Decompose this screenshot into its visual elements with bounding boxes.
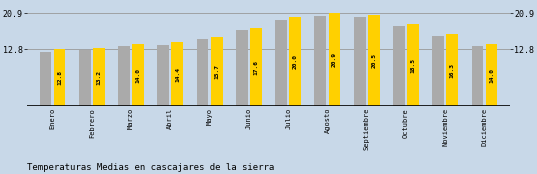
Bar — [315, 16, 326, 106]
Bar — [211, 37, 222, 106]
Text: 12.8: 12.8 — [57, 70, 62, 85]
Text: 14.4: 14.4 — [175, 67, 180, 82]
Bar — [485, 44, 497, 106]
Text: 17.6: 17.6 — [253, 60, 258, 75]
Text: 16.3: 16.3 — [450, 63, 455, 78]
Bar — [432, 36, 444, 106]
Bar — [368, 15, 380, 106]
Bar — [54, 49, 66, 106]
Bar — [289, 17, 301, 106]
Text: 14.0: 14.0 — [489, 68, 494, 83]
Bar — [40, 52, 52, 106]
Bar — [393, 26, 405, 106]
Bar — [171, 42, 183, 106]
Bar — [236, 30, 248, 106]
Bar — [407, 24, 419, 106]
Text: 20.5: 20.5 — [371, 53, 376, 68]
Bar — [93, 48, 105, 106]
Bar — [250, 28, 262, 106]
Bar — [118, 46, 130, 106]
Bar — [446, 34, 458, 106]
Text: Temperaturas Medias en cascajares de la sierra: Temperaturas Medias en cascajares de la … — [27, 163, 274, 172]
Text: 15.7: 15.7 — [214, 64, 219, 79]
Bar — [197, 39, 208, 106]
Bar — [132, 44, 144, 106]
Text: 20.9: 20.9 — [332, 52, 337, 67]
Bar — [471, 46, 483, 106]
Text: 13.2: 13.2 — [96, 70, 101, 85]
Text: 20.0: 20.0 — [293, 54, 297, 69]
Text: 14.0: 14.0 — [136, 68, 141, 83]
Bar — [79, 50, 91, 106]
Bar — [275, 20, 287, 106]
Bar — [329, 13, 340, 106]
Text: 18.5: 18.5 — [411, 58, 416, 73]
Bar — [354, 17, 366, 106]
Bar — [157, 45, 169, 106]
